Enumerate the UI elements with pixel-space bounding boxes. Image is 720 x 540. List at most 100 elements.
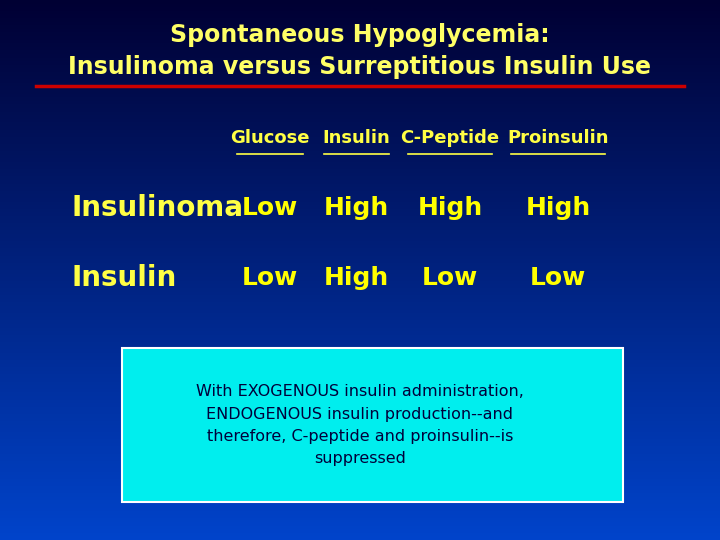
Bar xyxy=(0,155,720,158)
Bar xyxy=(0,90,720,93)
Bar xyxy=(0,439,720,443)
Bar xyxy=(0,187,720,191)
Bar xyxy=(0,421,720,425)
Bar xyxy=(0,123,720,126)
Text: Insulinoma: Insulinoma xyxy=(72,194,244,222)
Bar xyxy=(0,515,720,518)
Bar xyxy=(0,255,720,259)
Bar xyxy=(0,407,720,410)
Bar xyxy=(0,414,720,417)
Text: High: High xyxy=(324,266,389,290)
Bar xyxy=(0,205,720,209)
Bar xyxy=(0,309,720,313)
Bar xyxy=(0,432,720,436)
Bar xyxy=(0,302,720,306)
Bar xyxy=(0,403,720,407)
FancyBboxPatch shape xyxy=(122,348,623,502)
Bar xyxy=(0,252,720,255)
Bar xyxy=(0,342,720,346)
Bar xyxy=(0,285,720,288)
Bar xyxy=(0,72,720,76)
Bar xyxy=(0,501,720,504)
Bar xyxy=(0,58,720,61)
Bar xyxy=(0,112,720,115)
Bar xyxy=(0,356,720,360)
Text: Low: Low xyxy=(242,266,298,290)
Bar xyxy=(0,450,720,454)
Bar xyxy=(0,529,720,533)
Text: Glucose: Glucose xyxy=(230,129,310,147)
Bar xyxy=(0,454,720,457)
Bar xyxy=(0,223,720,227)
Bar xyxy=(0,461,720,464)
Bar xyxy=(0,191,720,194)
Bar xyxy=(0,360,720,363)
Bar xyxy=(0,50,720,54)
Bar xyxy=(0,382,720,385)
Bar xyxy=(0,393,720,396)
Bar xyxy=(0,295,720,299)
Bar xyxy=(0,468,720,471)
Bar xyxy=(0,0,720,4)
Bar xyxy=(0,317,720,320)
Bar xyxy=(0,353,720,356)
Bar xyxy=(0,158,720,162)
Text: Low: Low xyxy=(242,196,298,220)
Bar xyxy=(0,130,720,133)
Bar xyxy=(0,231,720,234)
Bar xyxy=(0,36,720,39)
Bar xyxy=(0,447,720,450)
Bar xyxy=(0,201,720,205)
Bar xyxy=(0,4,720,7)
Bar xyxy=(0,533,720,536)
Bar xyxy=(0,471,720,475)
Bar xyxy=(0,270,720,274)
Bar xyxy=(0,518,720,522)
Bar xyxy=(0,493,720,497)
Bar xyxy=(0,220,720,223)
Bar xyxy=(0,133,720,137)
Bar xyxy=(0,522,720,525)
Text: C-Peptide: C-Peptide xyxy=(400,129,500,147)
Text: Insulin: Insulin xyxy=(72,264,177,292)
Bar xyxy=(0,140,720,144)
Bar xyxy=(0,104,720,108)
Bar xyxy=(0,479,720,482)
Bar xyxy=(0,25,720,29)
Bar xyxy=(0,266,720,270)
Text: Insulinoma versus Surreptitious Insulin Use: Insulinoma versus Surreptitious Insulin … xyxy=(68,55,652,79)
Text: With EXOGENOUS insulin administration,
ENDOGENOUS insulin production--and
theref: With EXOGENOUS insulin administration, E… xyxy=(196,384,524,466)
Bar xyxy=(0,151,720,155)
Bar xyxy=(0,86,720,90)
Bar xyxy=(0,76,720,79)
Bar xyxy=(0,166,720,169)
Bar xyxy=(0,363,720,367)
Bar xyxy=(0,198,720,201)
Bar xyxy=(0,54,720,58)
Bar xyxy=(0,486,720,490)
Bar xyxy=(0,212,720,216)
Bar xyxy=(0,320,720,324)
Bar xyxy=(0,335,720,339)
Text: Low: Low xyxy=(422,266,478,290)
Bar xyxy=(0,274,720,277)
Bar xyxy=(0,147,720,151)
Bar xyxy=(0,464,720,468)
Bar xyxy=(0,299,720,302)
Bar xyxy=(0,180,720,184)
Bar xyxy=(0,15,720,18)
Bar xyxy=(0,137,720,140)
Bar xyxy=(0,22,720,25)
Bar xyxy=(0,288,720,292)
Bar xyxy=(0,511,720,515)
Bar xyxy=(0,234,720,238)
Bar xyxy=(0,277,720,281)
Bar xyxy=(0,475,720,479)
Bar xyxy=(0,525,720,529)
Bar xyxy=(0,126,720,130)
Bar xyxy=(0,227,720,231)
Bar xyxy=(0,83,720,86)
Bar xyxy=(0,292,720,295)
Bar xyxy=(0,410,720,414)
Bar xyxy=(0,216,720,220)
